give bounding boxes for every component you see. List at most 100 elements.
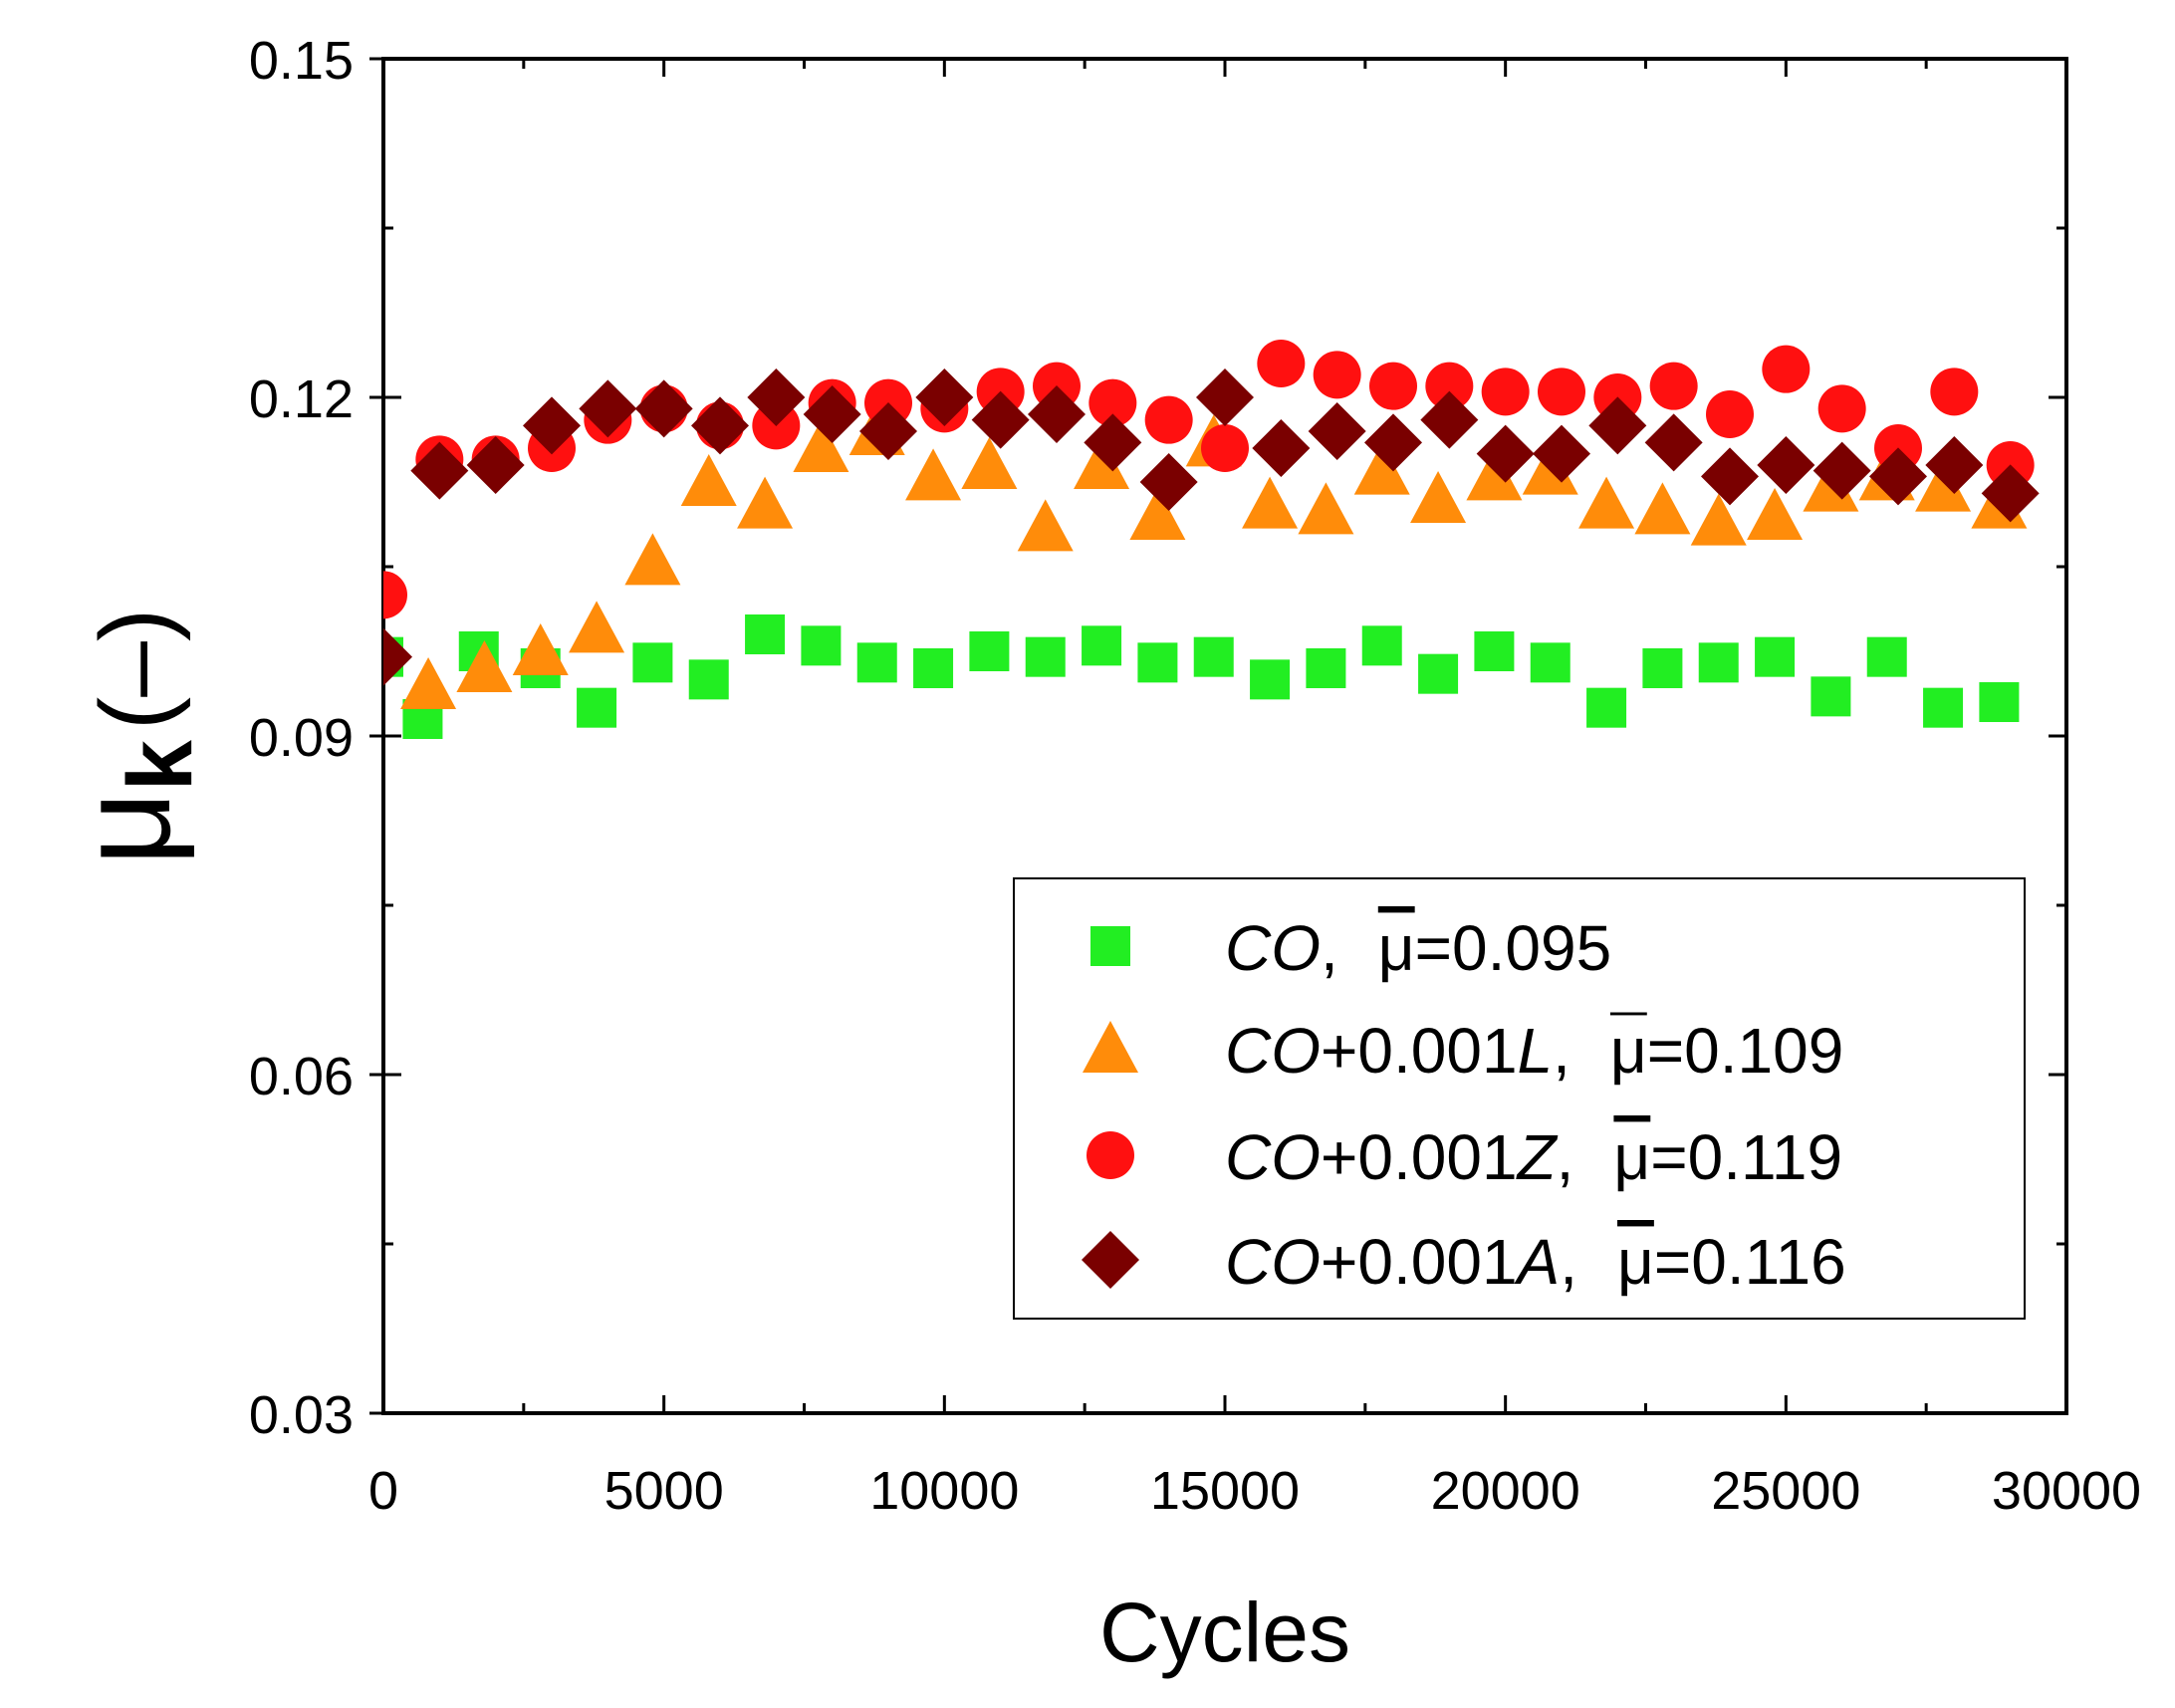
x-tick-label: 0 xyxy=(368,1461,398,1521)
legend-mean-value: =0.109 xyxy=(1647,1015,1844,1087)
legend-mean-value: =0.095 xyxy=(1415,912,1612,984)
data-point-square xyxy=(1923,687,1964,728)
data-point-diamond xyxy=(634,379,693,438)
data-point-triangle xyxy=(569,601,625,653)
x-tick-label: 20000 xyxy=(1431,1461,1580,1521)
data-point-square xyxy=(1474,631,1515,671)
data-point-triangle xyxy=(1242,476,1299,529)
data-point-square xyxy=(632,642,673,683)
data-point-diamond xyxy=(1308,402,1366,460)
y-axis-title: μk (–) xyxy=(52,609,211,865)
legend-items: CO, μ=0.095 CO+0.001L, μ=0.109 CO+0.001Z, μ=0… xyxy=(1082,912,1846,1298)
x-axis-title: Cycles xyxy=(1099,1586,1350,1679)
data-point-square xyxy=(856,642,897,683)
data-point-triangle xyxy=(1747,488,1804,540)
y-tick-label: 0.15 xyxy=(249,31,354,91)
data-point-diamond xyxy=(1588,396,1647,455)
legend-label: CO+0.001Z, μ=0.119 xyxy=(1225,1121,1842,1193)
data-point-square xyxy=(1250,659,1291,700)
data-point-square xyxy=(1137,642,1178,683)
data-point-diamond xyxy=(1028,385,1086,443)
data-point-circle xyxy=(1088,378,1137,427)
data-point-diamond xyxy=(1701,447,1759,506)
data-point-square xyxy=(1979,682,2020,722)
data-point-circle xyxy=(1369,362,1417,410)
data-point-diamond xyxy=(579,379,637,438)
data-point-triangle xyxy=(1410,471,1467,523)
data-point-diamond xyxy=(1364,413,1422,472)
data-point-square xyxy=(1361,625,1402,666)
data-point-triangle xyxy=(400,657,457,709)
data-point-circle xyxy=(1817,384,1866,433)
x-tick-label: 5000 xyxy=(604,1461,724,1521)
data-point-triangle xyxy=(1129,488,1186,540)
data-point-square xyxy=(1082,625,1122,666)
data-point-triangle xyxy=(1466,448,1523,501)
data-point-square xyxy=(745,614,786,654)
data-point-square xyxy=(1586,687,1627,728)
legend-marker-square xyxy=(1090,926,1130,966)
legend-mean-value: =0.116 xyxy=(1654,1226,1846,1298)
data-point-square xyxy=(1811,676,1851,717)
data-point-diamond xyxy=(1252,419,1311,477)
x-tick-label: 30000 xyxy=(1992,1461,2141,1521)
data-point-diamond xyxy=(1644,413,1703,472)
data-point-circle xyxy=(1425,362,1474,410)
legend: CO, μ=0.095 CO+0.001L, μ=0.109 CO+0.001Z, μ=0… xyxy=(1013,877,2026,1320)
data-point-diamond xyxy=(971,390,1030,449)
data-point-square xyxy=(1530,642,1571,683)
legend-mean-value: =0.119 xyxy=(1650,1121,1842,1193)
data-point-square xyxy=(1642,648,1683,688)
data-point-square xyxy=(577,687,617,728)
series-square xyxy=(383,614,2020,739)
legend-label: CO+0.001L, μ=0.109 xyxy=(1225,1015,1843,1087)
x-tick-label: 25000 xyxy=(1711,1461,1860,1521)
x-tick-label: 10000 xyxy=(869,1461,1019,1521)
data-point-square xyxy=(801,625,842,666)
data-point-diamond xyxy=(1981,464,2040,523)
y-axis-symbol: μ xyxy=(52,791,197,865)
y-tick-label: 0.03 xyxy=(249,1385,354,1445)
data-point-circle xyxy=(1706,390,1754,438)
data-point-square xyxy=(1418,653,1459,694)
legend-label: CO+0.001A, μ=0.116 xyxy=(1225,1226,1846,1298)
data-point-triangle xyxy=(512,623,569,675)
legend-item: CO, μ=0.095 xyxy=(1090,912,1611,984)
data-point-square xyxy=(1306,648,1346,688)
data-point-diamond xyxy=(466,436,525,494)
data-point-diamond xyxy=(1196,368,1254,426)
data-point-triangle xyxy=(1915,459,1972,512)
y-tick-label: 0.12 xyxy=(249,369,354,429)
data-point-diamond xyxy=(1139,453,1198,511)
legend-item: CO+0.001Z, μ=0.119 xyxy=(1087,1121,1842,1193)
data-point-square xyxy=(1755,636,1796,677)
legend-box xyxy=(1013,877,2026,1320)
data-point-diamond xyxy=(803,385,861,443)
data-point-circle xyxy=(383,571,407,619)
data-point-square xyxy=(1866,636,1907,677)
data-point-triangle xyxy=(737,476,794,529)
legend-item: CO+0.001L, μ=0.109 xyxy=(1083,1015,1843,1087)
data-point-square xyxy=(969,631,1010,671)
legend-marker-diamond xyxy=(1082,1231,1139,1289)
data-point-triangle xyxy=(1353,442,1410,495)
data-point-triangle xyxy=(456,640,513,692)
data-point-triangle xyxy=(905,448,962,501)
data-point-square xyxy=(1025,636,1066,677)
data-point-diamond xyxy=(859,402,917,460)
data-point-triangle xyxy=(624,533,681,586)
data-point-diamond xyxy=(691,396,749,455)
data-point-diamond xyxy=(1476,424,1535,483)
data-point-diamond xyxy=(915,368,974,426)
data-point-diamond xyxy=(747,368,806,426)
y-tick-label: 0.06 xyxy=(249,1047,354,1106)
data-point-triangle xyxy=(1690,493,1747,546)
data-point-triangle xyxy=(1017,499,1074,552)
data-point-circle xyxy=(1144,395,1193,444)
axes: 0 5000 10000 15000 20000 25000 30000 0.03 0.06 0.… xyxy=(249,31,2141,1521)
legend-marker-triangle xyxy=(1083,1021,1138,1073)
data-point-triangle xyxy=(793,420,849,472)
data-point-diamond xyxy=(410,441,469,500)
data-marks xyxy=(383,340,2040,739)
